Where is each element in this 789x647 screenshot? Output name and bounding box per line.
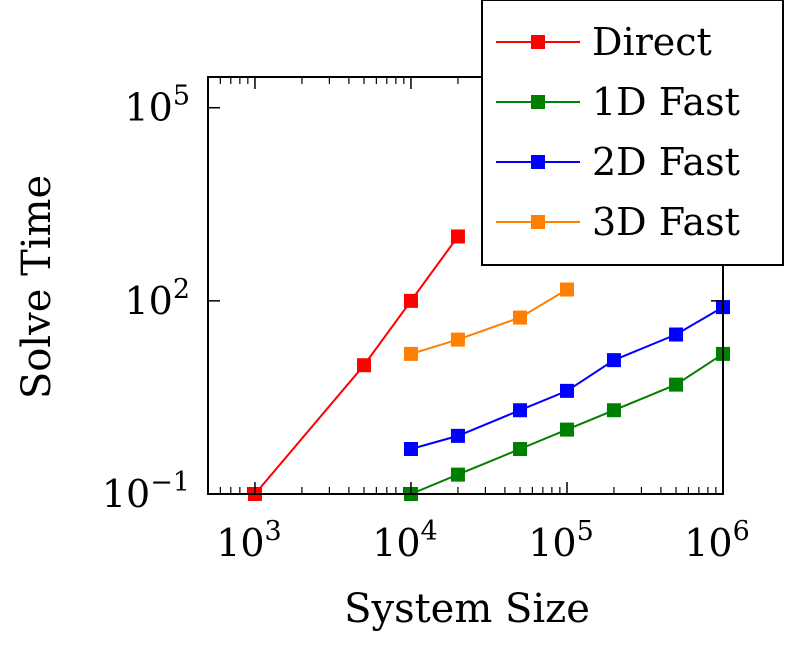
- data-point-3d-fast: [513, 310, 528, 325]
- x-tick-label: 103: [216, 516, 282, 565]
- legend: Direct 1D Fast 2D Fast 3D Fast: [481, 0, 784, 266]
- legend-label: Direct: [592, 20, 712, 64]
- tick-labels: 103 104 105 106 10−1 102 105: [102, 81, 750, 565]
- series-layer: [247, 229, 730, 501]
- legend-label: 2D Fast: [592, 140, 740, 184]
- plot-frame: [207, 76, 724, 495]
- data-point-2d-fast: [669, 327, 684, 342]
- data-point-2d-fast: [606, 353, 621, 368]
- data-point-1d-fast: [513, 442, 528, 456]
- legend-item-1d-fast: 1D Fast: [496, 80, 740, 124]
- data-point-direct: [403, 293, 418, 308]
- y-tick-label: 102: [124, 274, 190, 323]
- x-tick-label: 104: [372, 516, 438, 565]
- data-point-3d-fast: [450, 332, 465, 347]
- data-point-direct: [357, 358, 372, 373]
- legend-marker: [531, 95, 545, 109]
- y-axis-title: Solve Time: [14, 175, 60, 399]
- data-point-2d-fast: [403, 442, 418, 456]
- y-tick-label: 105: [124, 81, 190, 130]
- series-1d-fast: [403, 346, 730, 501]
- data-point-1d-fast: [606, 403, 621, 418]
- series-2d-fast: [403, 300, 730, 456]
- x-tick-label: 106: [684, 516, 750, 565]
- data-point-1d-fast: [559, 422, 574, 437]
- legend-marker: [531, 35, 545, 49]
- legend-marker: [531, 155, 545, 169]
- legend-marker: [531, 215, 545, 229]
- data-point-1d-fast: [669, 377, 684, 392]
- data-point-2d-fast: [450, 428, 465, 443]
- legend-label: 1D Fast: [592, 80, 740, 124]
- legend-item-2d-fast: 2D Fast: [496, 140, 740, 184]
- series-line-3d-fast: [410, 288, 568, 355]
- data-point-2d-fast: [513, 403, 528, 418]
- x-tick-label: 105: [528, 516, 594, 565]
- data-point-3d-fast: [403, 346, 418, 361]
- series-direct: [247, 229, 465, 501]
- x-axis-title: System Size: [344, 586, 590, 632]
- data-point-1d-fast: [450, 467, 465, 482]
- data-point-direct: [450, 229, 465, 244]
- y-tick-label: 10−1: [102, 467, 190, 516]
- legend-item-direct: Direct: [496, 20, 712, 64]
- data-point-2d-fast: [559, 383, 574, 398]
- legend-item-3d-fast: 3D Fast: [496, 200, 740, 244]
- series-3d-fast: [403, 282, 574, 361]
- data-point-3d-fast: [559, 282, 574, 297]
- series-line-direct: [254, 235, 459, 495]
- legend-label: 3D Fast: [592, 200, 740, 244]
